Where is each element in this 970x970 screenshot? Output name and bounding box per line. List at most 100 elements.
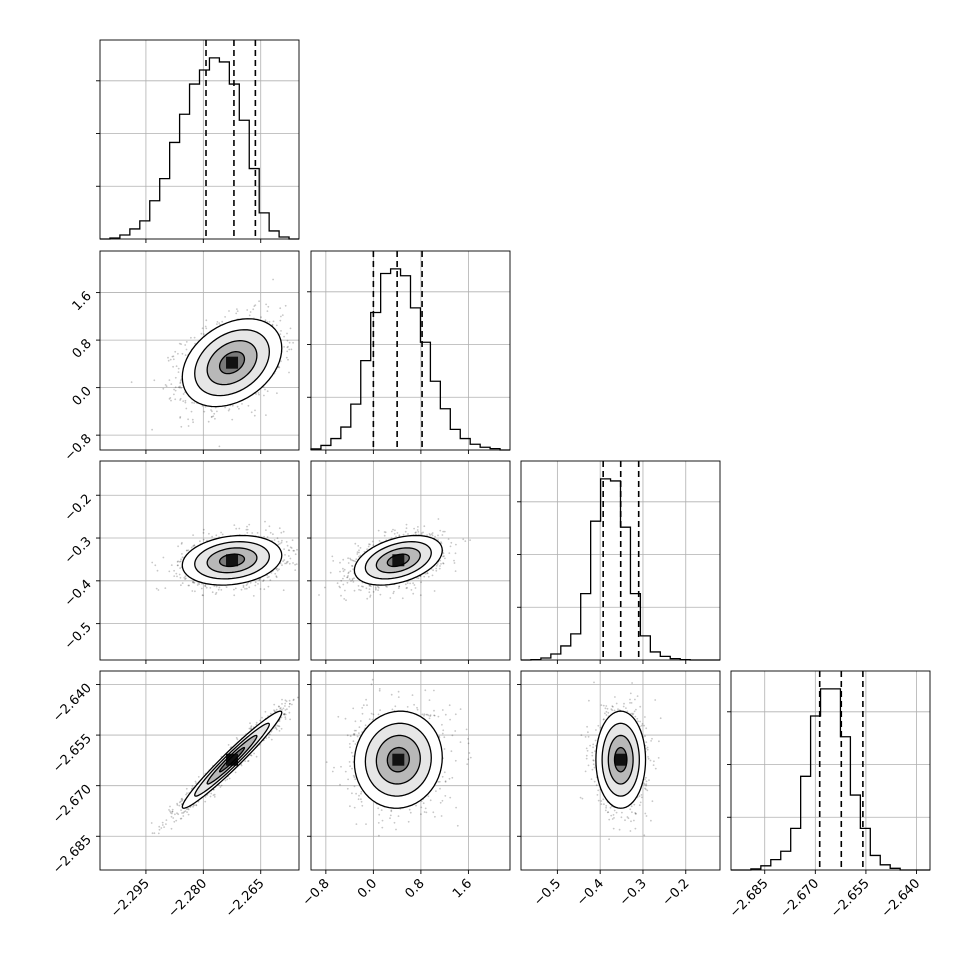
scatter-point	[174, 376, 177, 379]
scatter-point	[198, 583, 201, 585]
scatter-point	[194, 780, 197, 783]
scatter-point	[264, 388, 266, 391]
scatter-point	[258, 579, 261, 582]
panel-frame	[310, 460, 511, 661]
scatter-point	[180, 543, 183, 545]
scatter-point	[278, 720, 281, 722]
scatter-point	[287, 345, 289, 348]
scatter-point	[169, 358, 172, 361]
contour-line	[181, 534, 283, 586]
scatter-point	[182, 393, 185, 395]
scatter-point	[406, 586, 408, 589]
scatter-point	[383, 534, 386, 537]
scatter-point	[419, 594, 422, 597]
scatter-point	[342, 577, 344, 580]
scatter-point	[276, 567, 278, 570]
scatter-point	[185, 787, 188, 790]
scatter-point	[227, 744, 230, 746]
scatter-point	[234, 771, 237, 774]
scatter-point	[342, 570, 345, 573]
scatter-point	[178, 560, 181, 563]
scatter-point	[238, 407, 240, 410]
scatter-point	[151, 428, 154, 431]
scatter-point	[287, 358, 289, 361]
contour-line	[181, 318, 283, 408]
scatter-point	[324, 586, 326, 589]
scatter-point	[200, 587, 203, 590]
scatter-point	[192, 805, 195, 808]
scatter-point	[280, 541, 283, 544]
scatter-point	[191, 418, 194, 421]
scatter-point	[252, 595, 255, 597]
y-tick-label: 0.0	[70, 384, 95, 409]
scatter-point	[185, 407, 188, 410]
scatter-point	[276, 537, 279, 540]
scatter-point	[249, 581, 252, 584]
scatter-point	[398, 534, 401, 537]
scatter-point	[264, 520, 266, 523]
scatter-point	[407, 533, 409, 535]
scatter-point	[248, 586, 251, 589]
scatter-point	[165, 823, 167, 825]
scatter-point	[386, 586, 388, 588]
scatter-point	[130, 381, 133, 384]
scatter-point	[177, 564, 179, 567]
scatter-point	[263, 394, 265, 397]
scatter-point	[180, 558, 183, 561]
scatter-point	[208, 532, 210, 535]
scatter-point	[245, 587, 248, 590]
scatter-point	[157, 832, 160, 835]
contour-line	[364, 541, 432, 580]
contour-line	[206, 547, 258, 574]
scatter-point	[362, 585, 364, 588]
histogram-step-line	[521, 478, 720, 661]
scatter-point	[246, 528, 249, 531]
scatter-point	[283, 335, 285, 338]
scatter-point	[180, 584, 182, 587]
scatter-point	[213, 585, 216, 587]
scatter-point	[158, 828, 161, 831]
scatter-point	[204, 796, 207, 798]
scatter-point	[203, 410, 206, 413]
scatter-point	[276, 392, 278, 395]
density-peak	[226, 356, 239, 369]
scatter-point	[358, 549, 360, 552]
scatter-point	[281, 539, 283, 542]
scatter-point	[288, 341, 291, 344]
scatter-point	[284, 554, 286, 556]
scatter-point	[238, 527, 241, 530]
scatter-point	[464, 540, 467, 542]
scatter-point	[278, 730, 281, 732]
scatter-point	[220, 784, 223, 787]
scatter-point	[417, 577, 420, 580]
y-tick-label: −0.2	[62, 491, 95, 524]
scatter-point	[358, 588, 360, 591]
scatter-panel-0-3: −2.685−2.670−2.655−2.640−2.295 −2.280 −2.2…	[50, 670, 300, 921]
scatter-point	[180, 817, 183, 820]
scatter-point	[348, 578, 351, 580]
scatter-point	[354, 542, 357, 545]
scatter-point	[455, 543, 457, 546]
scatter-point	[231, 404, 234, 407]
scatter-point	[266, 576, 269, 579]
scatter-point	[201, 594, 204, 596]
scatter-point	[286, 332, 288, 335]
scatter-point	[182, 812, 185, 814]
scatter-point	[428, 533, 431, 535]
scatter-point	[300, 357, 302, 359]
scatter-point	[245, 528, 248, 531]
scatter-point	[204, 405, 207, 408]
y-tick-label: 0.8	[70, 336, 95, 361]
scatter-point	[183, 576, 186, 579]
scatter-point	[397, 587, 400, 589]
scatter-point	[255, 393, 257, 395]
scatter-point	[162, 556, 165, 559]
scatter-point	[275, 324, 278, 327]
scatter-point	[293, 549, 295, 552]
scatter-point	[439, 529, 442, 532]
scatter-point	[420, 581, 422, 584]
scatter-point	[383, 531, 386, 533]
scatter-point	[368, 591, 371, 594]
scatter-point	[285, 541, 288, 543]
scatter-point	[211, 410, 213, 413]
